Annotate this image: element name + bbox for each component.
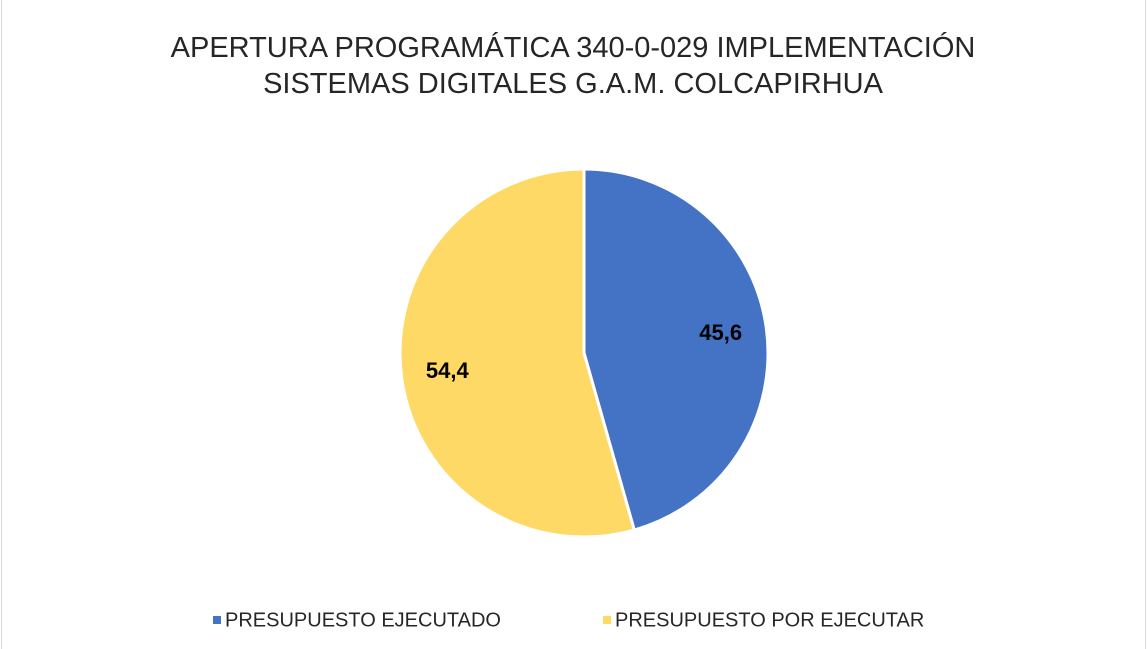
pie-slice [398,167,637,539]
pie-slice [582,167,770,532]
data-label: 54,4 [426,358,470,383]
legend-swatch [213,616,221,624]
legend-swatch [603,616,611,624]
legend-label: PRESUPUESTO POR EJECUTAR [615,609,924,631]
chart-title: APERTURA PROGRAMÁTICA 340-0-029 IMPLEMEN… [170,32,976,100]
legend-label: PRESUPUESTO EJECUTADO [225,609,501,631]
data-label: 45,6 [699,320,742,345]
